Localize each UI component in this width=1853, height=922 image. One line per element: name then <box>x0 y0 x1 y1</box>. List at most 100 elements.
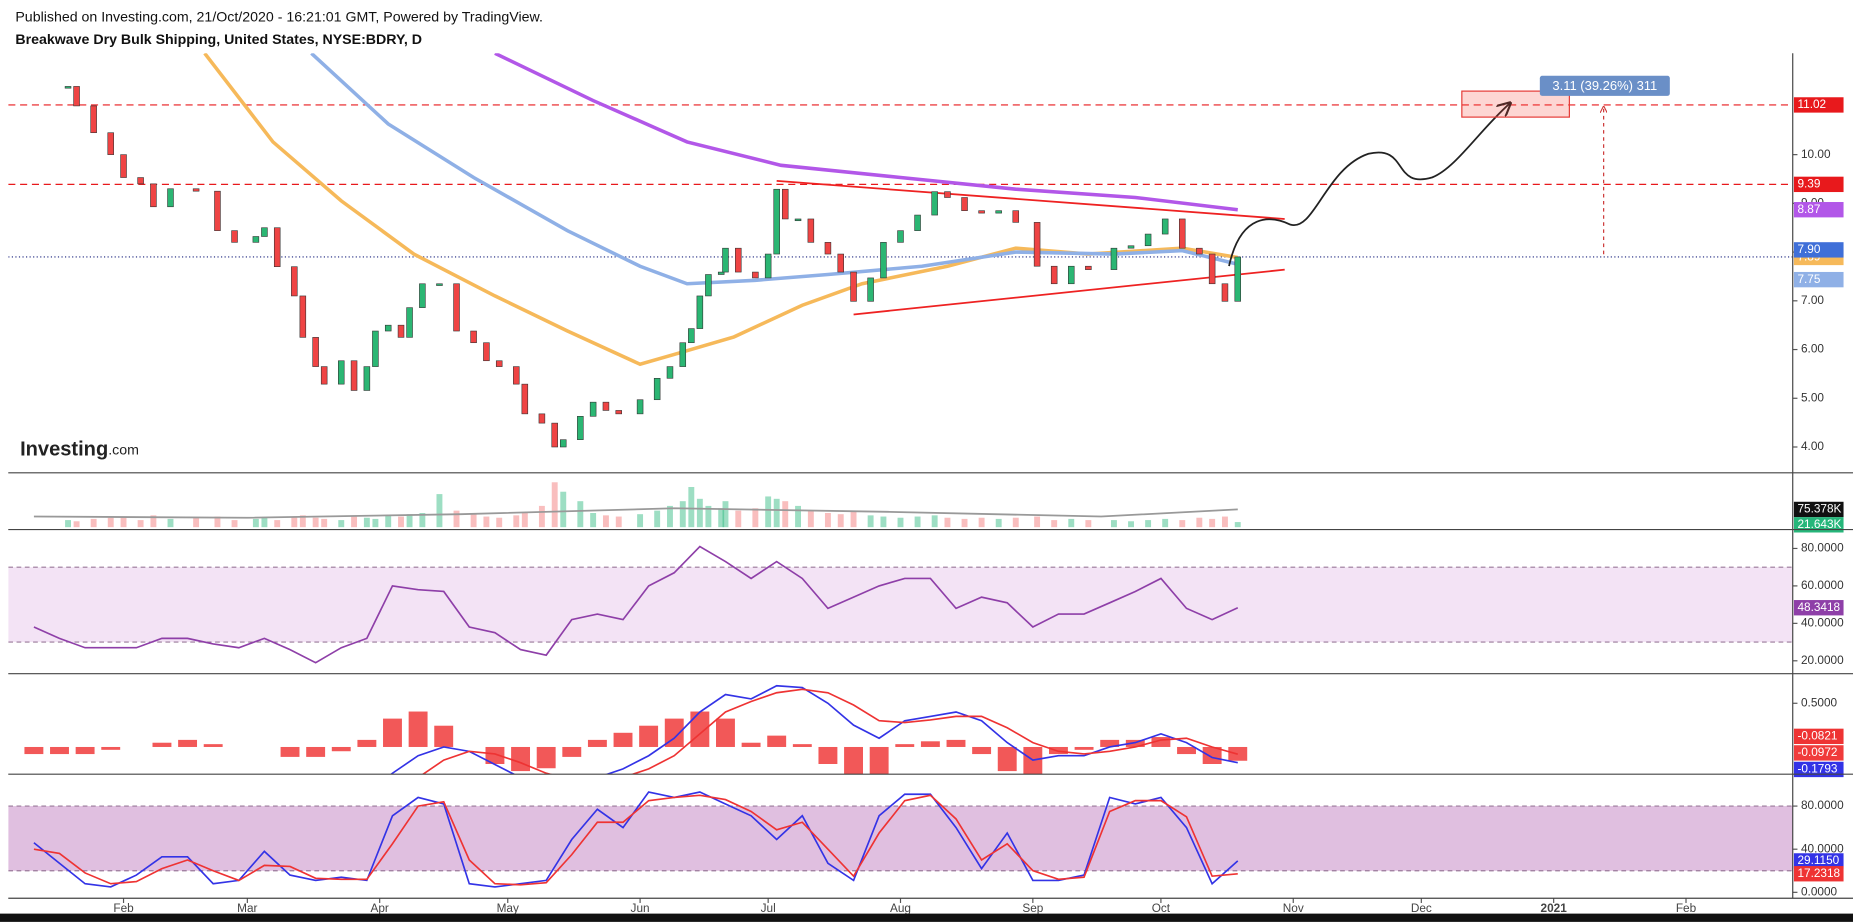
price-label: -0.1793 <box>1797 762 1837 776</box>
candle <box>931 191 938 216</box>
x-tick-label: 2021 <box>1541 901 1568 915</box>
x-tick-label: Sep <box>1022 901 1043 915</box>
volume-bar <box>914 516 921 528</box>
macd-line <box>421 688 1238 775</box>
candle <box>688 328 695 344</box>
volume-bar <box>551 482 558 528</box>
candle <box>1221 283 1229 302</box>
price-label-box <box>1793 176 1844 193</box>
histogram-bar <box>664 718 684 747</box>
histogram-bar <box>536 746 556 769</box>
price-label: 48.3418 <box>1797 600 1840 614</box>
volume-bar <box>538 505 545 528</box>
volume-bar <box>995 518 1002 528</box>
histogram-bar <box>1074 746 1094 750</box>
volume-bar <box>577 501 584 528</box>
volume-bar <box>419 512 426 528</box>
candle <box>261 227 268 237</box>
histogram-bar <box>511 746 531 772</box>
x-tick-label: May <box>497 901 519 915</box>
candle <box>794 218 802 222</box>
y-tick-label: 10.00 <box>1801 147 1831 161</box>
candle <box>1179 218 1186 249</box>
volume-bar <box>1162 518 1169 528</box>
candle <box>722 247 729 273</box>
candle <box>372 330 379 367</box>
histogram-bar <box>152 742 172 747</box>
candle <box>1161 218 1169 235</box>
panel-1 <box>33 482 1241 528</box>
candle <box>807 218 815 243</box>
histogram-bar <box>178 739 198 747</box>
band <box>8 567 1793 643</box>
y-tick-label: 0.5000 <box>1801 695 1838 709</box>
volume-bar <box>795 505 801 528</box>
volume-bar <box>824 512 831 528</box>
volume-bar <box>214 516 221 528</box>
volume-bar <box>120 516 127 528</box>
y-tick-label: 40.0000 <box>1801 615 1844 629</box>
histogram-bar <box>767 735 787 747</box>
price-label-box <box>1793 761 1844 778</box>
volume-bar <box>274 520 281 528</box>
volume-bar <box>193 517 200 528</box>
volume-bar <box>696 498 703 528</box>
candle <box>291 266 298 297</box>
volume-bar <box>1221 516 1228 528</box>
candle <box>1234 256 1242 302</box>
histogram-bar <box>1023 746 1043 775</box>
candle <box>453 283 460 332</box>
logo-main: Investing <box>20 439 108 461</box>
x-tick-label: Dec <box>1411 901 1432 915</box>
price-label: 29.1150 <box>1797 853 1839 867</box>
volume-bar <box>453 510 460 528</box>
volume-bar <box>944 517 951 528</box>
volume-bar <box>312 517 319 528</box>
price-label-box <box>1793 745 1844 761</box>
histogram-bar <box>997 746 1017 772</box>
price-label-box <box>1793 728 1844 745</box>
candle <box>867 277 874 302</box>
y-tick-label: 80.0000 <box>1801 541 1844 555</box>
indicator-line <box>33 794 1238 886</box>
candle <box>705 274 712 297</box>
histogram-bar <box>946 739 966 747</box>
volume-bar <box>1128 521 1134 528</box>
volume-bar <box>385 515 392 528</box>
price-label-box <box>1793 517 1844 533</box>
candle <box>252 236 260 243</box>
candle <box>419 283 426 308</box>
histogram-bar <box>639 725 659 747</box>
histogram-bar <box>1100 739 1120 747</box>
volume-bar <box>338 520 345 528</box>
y-tick-label: 4.00 <box>1801 439 1824 453</box>
volume-bar <box>850 511 857 528</box>
histogram-bar <box>741 742 761 747</box>
volume-bar <box>1068 518 1075 528</box>
candle <box>897 230 904 243</box>
projection-curve <box>1228 103 1510 267</box>
histogram-bar <box>383 718 402 747</box>
plot-layers: 4.005.006.007.008.009.0010.0011.029.397.… <box>8 53 1844 915</box>
volume-bar <box>1145 520 1152 528</box>
price-label: 17.2318 <box>1797 866 1840 880</box>
panel-0 <box>8 53 1793 448</box>
volume-bar <box>107 517 114 528</box>
candle <box>1050 265 1058 285</box>
price-label-box <box>1793 600 1844 616</box>
candle <box>436 283 443 286</box>
candle <box>824 242 832 255</box>
candle <box>1012 210 1020 223</box>
candle <box>781 188 789 220</box>
price-label: -0.0821 <box>1797 728 1837 742</box>
histogram-bar <box>24 746 44 755</box>
histogram-bar <box>1177 746 1196 755</box>
volume-bar <box>167 518 174 528</box>
candle <box>679 342 687 367</box>
candle <box>120 154 127 178</box>
histogram-bar <box>920 741 940 747</box>
candle <box>192 188 200 192</box>
candle <box>363 366 371 391</box>
measure-label: 3.11 (39.26%) 311 <box>1552 78 1657 93</box>
